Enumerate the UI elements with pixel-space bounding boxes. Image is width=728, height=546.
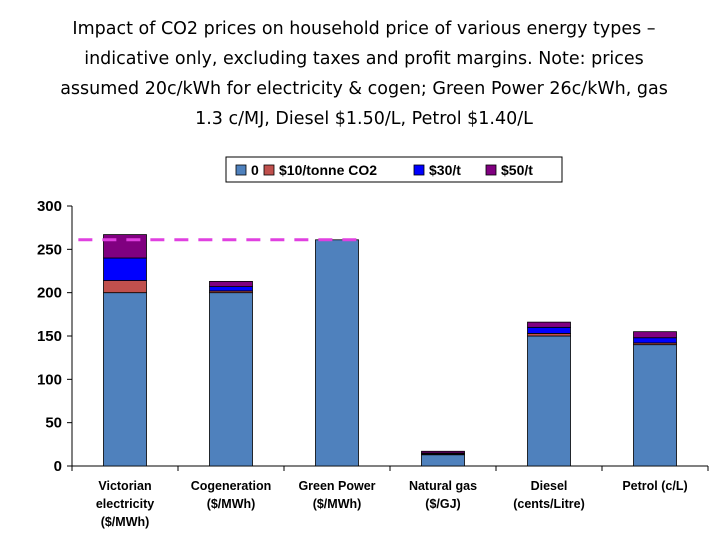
category-label-line: Petrol (c/L): [622, 479, 687, 493]
bar-segment: [103, 292, 147, 467]
bar-segment: [527, 335, 571, 467]
category-label-line: ($/MWh): [101, 515, 150, 529]
y-tick-label: 200: [37, 285, 62, 302]
title-line-3: assumed 20c/kWh for electricity & cogen;…: [60, 79, 668, 99]
legend-label: $50/t: [501, 162, 533, 178]
category-label-line: Green Power: [298, 479, 375, 493]
bar-segment: [527, 321, 571, 328]
category-label-line: Victorian: [98, 479, 151, 493]
bar-segment: [209, 280, 253, 287]
bar-segment: [633, 344, 677, 467]
title-line-2: indicative only, excluding taxes and pro…: [84, 49, 644, 69]
chart-title: Impact of CO2 prices on household price …: [4, 14, 724, 134]
title-line-4: 1.3 c/MJ, Diesel $1.50/L, Petrol $1.40/L: [195, 109, 533, 129]
bar-segment: [209, 292, 253, 467]
legend-label: $10/tonne CO2: [279, 162, 377, 178]
category-label-line: Diesel: [531, 479, 568, 493]
bar-segment: [209, 286, 253, 292]
legend-swatch: [263, 164, 275, 176]
legend-swatch: [235, 164, 247, 176]
category-label-line: ($/MWh): [207, 497, 256, 511]
category-label: Natural gas ($/GJ): [409, 479, 477, 511]
category-label: Green Power ($/MWh): [298, 479, 375, 511]
title-line-1: Impact of CO2 prices on household price …: [72, 19, 656, 39]
bar-segment: [103, 257, 147, 281]
y-tick-label: 100: [37, 371, 62, 388]
bar-segment: [633, 331, 677, 339]
legend-swatch: [413, 164, 425, 176]
category-label: Victorian electricity ($/MWh): [96, 479, 154, 529]
bar-segment: [527, 326, 571, 334]
y-tick-label: 250: [37, 241, 62, 258]
y-tick-label: 0: [54, 458, 62, 475]
category-label: Cogeneration ($/MWh): [191, 479, 272, 511]
category-label-line: ($/GJ): [425, 497, 460, 511]
y-tick-label: 50: [45, 415, 62, 432]
category-label-line: Cogeneration: [191, 479, 272, 493]
category-label-line: electricity: [96, 497, 154, 511]
bar-segment: [103, 280, 147, 294]
legend-label: $30/t: [429, 162, 461, 178]
category-label-line: Natural gas: [409, 479, 477, 493]
bar-segment: [421, 454, 465, 467]
y-tick-label: 300: [37, 198, 62, 215]
legend-swatch: [485, 164, 497, 176]
legend: [225, 156, 563, 183]
bar-segment: [315, 239, 359, 467]
bar-segment: [421, 450, 465, 454]
category-label-line: (cents/Litre): [513, 497, 585, 511]
bar-segment: [633, 337, 677, 344]
y-tick-label: 150: [37, 328, 62, 345]
legend-label: 0: [251, 162, 259, 178]
category-label-line: ($/MWh): [313, 497, 362, 511]
category-label: Diesel (cents/Litre): [513, 479, 585, 511]
bar-segment: [103, 234, 147, 259]
category-label: Petrol (c/L): [622, 479, 687, 493]
